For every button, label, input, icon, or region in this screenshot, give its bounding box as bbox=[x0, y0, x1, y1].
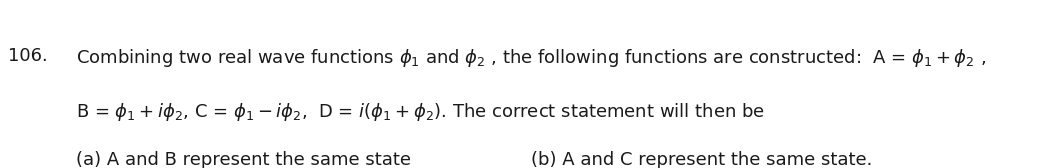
Text: (b) A and C represent the same state.: (b) A and C represent the same state. bbox=[531, 151, 872, 168]
Text: 106.: 106. bbox=[8, 47, 48, 65]
Text: (a) A and B represent the same state: (a) A and B represent the same state bbox=[76, 151, 411, 168]
Text: B = $\phi_1+i\phi_2$, C = $\phi_1-i\phi_2$,  D = $i(\phi_1+\phi_2)$. The correct: B = $\phi_1+i\phi_2$, C = $\phi_1-i\phi_… bbox=[76, 101, 766, 123]
Text: Combining two real wave functions $\phi_1$ and $\phi_2$ , the following function: Combining two real wave functions $\phi_… bbox=[76, 47, 987, 69]
